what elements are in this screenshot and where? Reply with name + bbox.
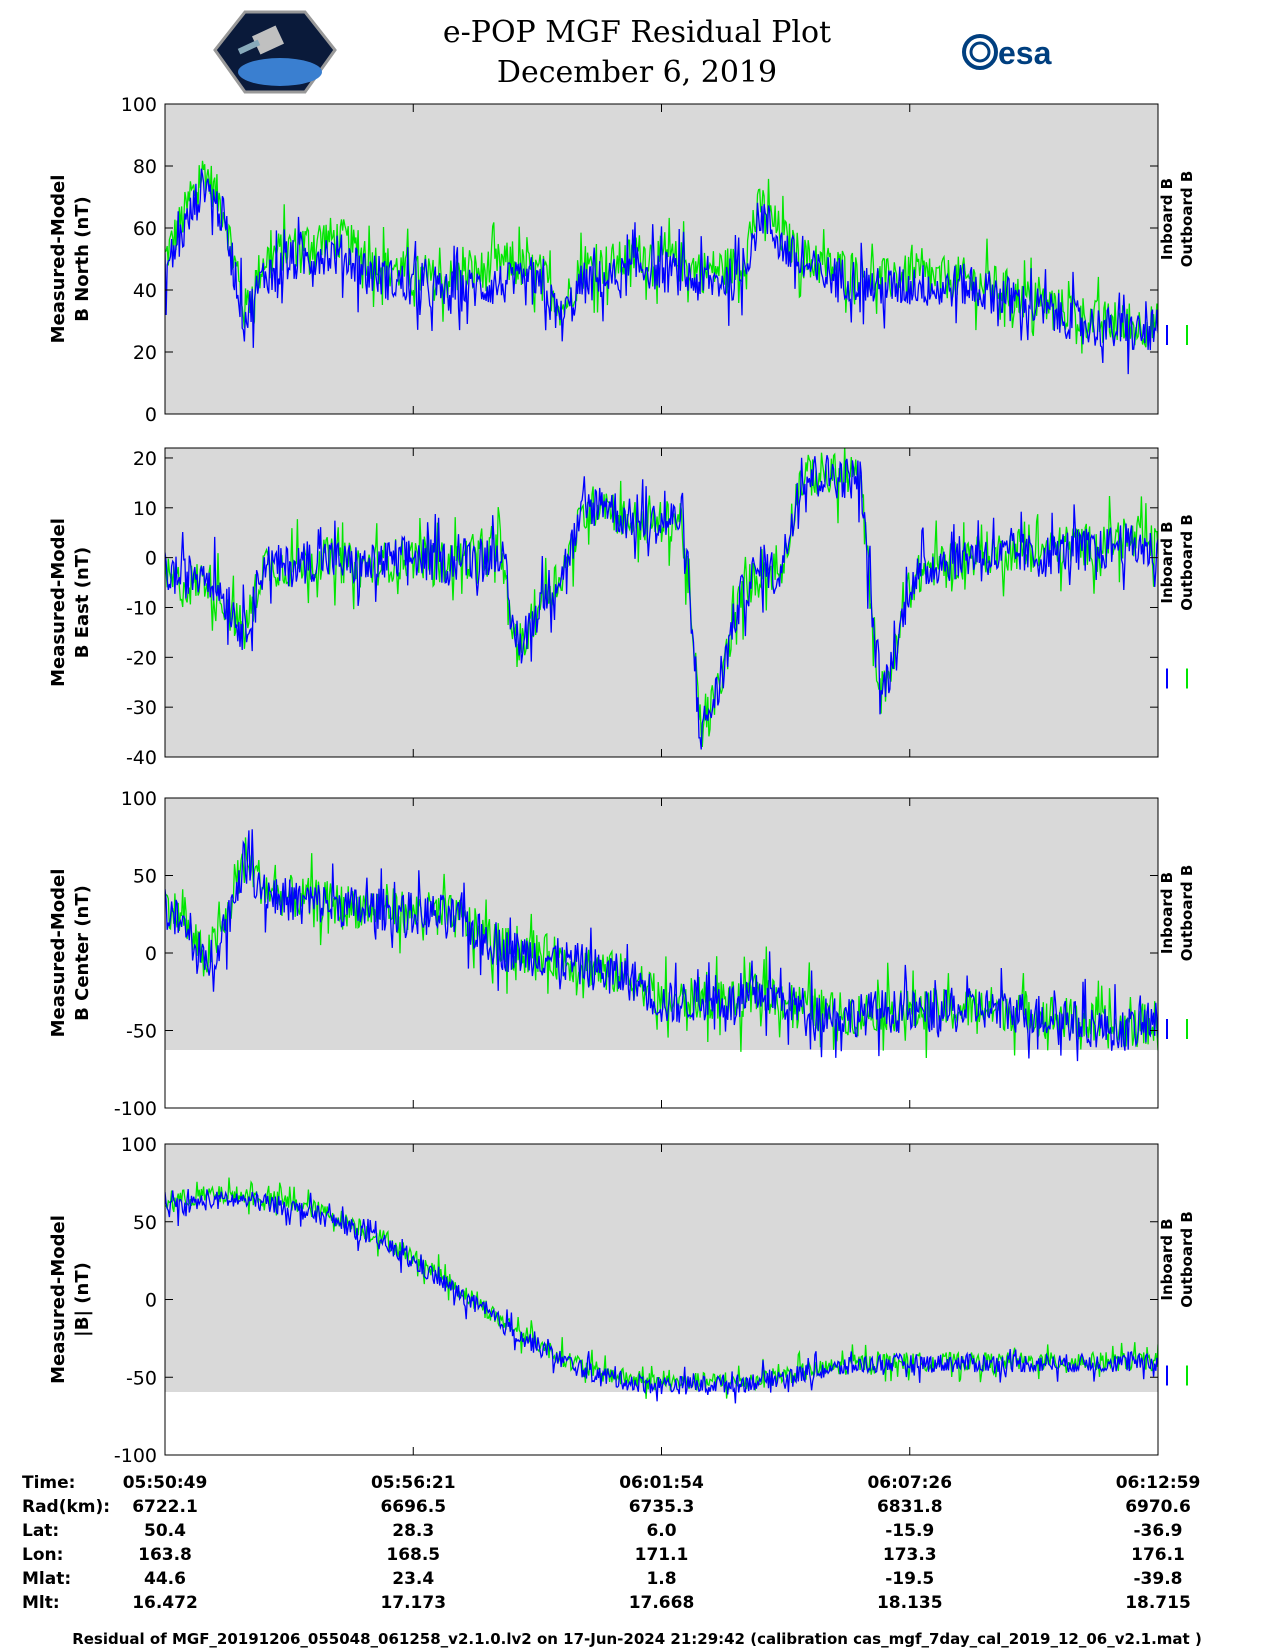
legend-outboard-label: Outboard B — [1178, 171, 1196, 268]
table-cell: 171.1 — [635, 1545, 689, 1565]
y-tick-label: 20 — [133, 342, 157, 364]
y-tick-label: 50 — [133, 866, 157, 888]
y-tick-label: -40 — [126, 747, 157, 769]
y-tick-label: 0 — [145, 943, 157, 965]
table-cell: 18.715 — [1125, 1593, 1191, 1613]
y-axis-label: Measured-Model B Center (nT) — [48, 869, 93, 1038]
table-row-label: Time: — [22, 1473, 75, 1493]
y-tick-label: 0 — [145, 1290, 157, 1312]
chart-title: e-POP MGF Residual Plot — [443, 15, 831, 50]
legend-inboard-label: Inboard B — [1158, 872, 1176, 954]
esa-wordmark: esa — [998, 35, 1052, 71]
table-cell: 6696.5 — [380, 1497, 446, 1517]
table-cell: -19.5 — [885, 1569, 934, 1589]
y-axis-label: Measured-Model B North (nT) — [48, 175, 93, 344]
legend-outboard-label: Outboard B — [1178, 1211, 1196, 1308]
table-cell: 44.6 — [144, 1569, 186, 1589]
y-tick-label: 20 — [133, 448, 157, 470]
y-tick-label: -100 — [114, 1445, 157, 1467]
panel-2: -40 -30 -20 -10 0 10 20 Measured-Model B East (n… — [48, 447, 1196, 769]
table-cell: 06:12:59 — [1116, 1473, 1201, 1493]
table-cell: -39.8 — [1134, 1569, 1183, 1589]
y-tick-label: 100 — [121, 788, 157, 810]
footer-text: Residual of MGF_20191206_055048_061258_v… — [72, 1630, 1202, 1648]
table-row-label: Mlt: — [22, 1593, 60, 1613]
table-cell: 168.5 — [386, 1545, 440, 1565]
panel-background — [165, 1144, 1158, 1392]
y-axis-label: Measured-Model B East (nT) — [48, 518, 93, 687]
y-tick-label: 10 — [133, 498, 157, 520]
y-tick-label: 0 — [145, 404, 157, 426]
legend-inboard-label: Inboard B — [1158, 178, 1176, 260]
chart-date: December 6, 2019 — [497, 55, 777, 90]
table-cell: 1.8 — [646, 1569, 676, 1589]
y-tick-label: 100 — [121, 94, 157, 116]
series-inboard — [165, 455, 1158, 750]
y-tick-label: -30 — [126, 697, 157, 719]
y-tick-label: 0 — [145, 548, 157, 570]
y-tick-label: 50 — [133, 1212, 157, 1234]
table-cell: 6.0 — [646, 1521, 676, 1541]
y-tick-label: 100 — [121, 1134, 157, 1156]
table-row-label: Mlat: — [22, 1569, 71, 1589]
legend-outboard-label: Outboard B — [1178, 514, 1196, 611]
y-tick-label: 80 — [133, 156, 157, 178]
table-cell: 06:01:54 — [619, 1473, 704, 1493]
table-cell: 17.173 — [380, 1593, 446, 1613]
y-tick-label: -50 — [126, 1021, 157, 1043]
esa-logo: esa — [962, 34, 1052, 71]
table-cell: 23.4 — [392, 1569, 434, 1589]
series-outboard — [165, 837, 1158, 1059]
table-cell: 6831.8 — [877, 1497, 943, 1517]
table-cell: -36.9 — [1134, 1521, 1183, 1541]
table-cell: 50.4 — [144, 1521, 186, 1541]
table-cell: 18.135 — [877, 1593, 943, 1613]
y-tick-label: -50 — [126, 1367, 157, 1389]
y-tick-label: -10 — [126, 597, 157, 619]
panel-4: -100 -50 0 50 100 Measured-Model |B| (nT) Inboa… — [48, 1134, 1196, 1467]
table-cell: 16.472 — [132, 1593, 198, 1613]
y-tick-label: -100 — [114, 1098, 157, 1120]
panel-background — [165, 448, 1158, 757]
y-tick-label: 60 — [133, 218, 157, 240]
series-inboard — [165, 168, 1158, 375]
table-cell: 05:56:21 — [371, 1473, 456, 1493]
table-cell: 6722.1 — [132, 1497, 198, 1517]
table-cell: -15.9 — [885, 1521, 934, 1541]
table-cell: 6970.6 — [1125, 1497, 1191, 1517]
table-row-label: Lon: — [22, 1545, 63, 1565]
legend-inboard-label: Inboard B — [1158, 1218, 1176, 1300]
table-cell: 17.668 — [629, 1593, 695, 1613]
table-cell: 05:50:49 — [123, 1473, 208, 1493]
table-cell: 6735.3 — [629, 1497, 695, 1517]
table-cell: 176.1 — [1131, 1545, 1185, 1565]
legend-outboard-label: Outboard B — [1178, 865, 1196, 962]
cassiope-logo — [213, 10, 337, 94]
series-inboard — [165, 1189, 1158, 1404]
panel-3: -100 -50 0 50 100 Measured-Model B Center (nT)… — [48, 788, 1196, 1120]
y-tick-label: -20 — [126, 647, 157, 669]
table-cell: 163.8 — [138, 1545, 192, 1565]
table-cell: 06:07:26 — [867, 1473, 952, 1493]
series-inboard — [165, 829, 1158, 1062]
y-axis-label: Measured-Model |B| (nT) — [48, 1215, 93, 1384]
panel-1: 0 20 40 60 80 100 Measured-Model B North (nT) In… — [48, 94, 1196, 426]
table-cell: 173.3 — [883, 1545, 937, 1565]
orbit-table: Time: Rad(km): Lat: Lon: Mlat: Mlt: 05:50:49 67… — [22, 1473, 1200, 1613]
table-cell: 28.3 — [392, 1521, 434, 1541]
legend-inboard-label: Inboard B — [1158, 521, 1176, 603]
y-tick-label: 40 — [133, 280, 157, 302]
table-row-label: Rad(km): — [22, 1497, 110, 1517]
table-row-label: Lat: — [22, 1521, 59, 1541]
